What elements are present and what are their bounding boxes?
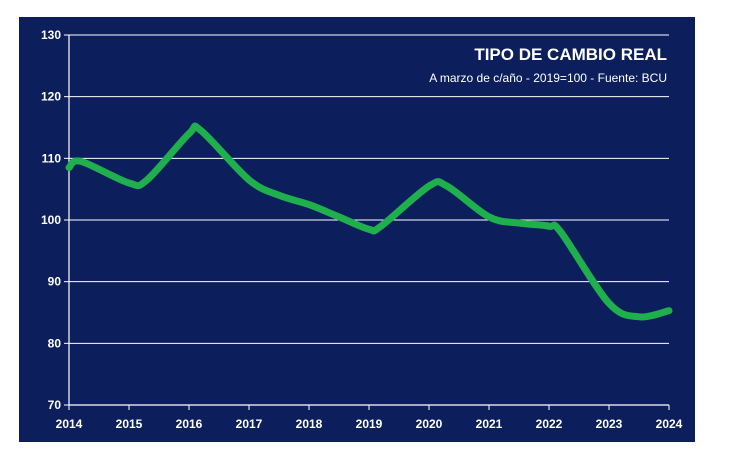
tipo-de-cambio-chart: 2014 2015 2016 2017 2018 2019 2020 2021 2022 2023… — [41, 28, 683, 431]
y-tick-label: 100 — [41, 213, 61, 227]
chart-area: 2014 2015 2016 2017 2018 2019 2020 2021 2022 2023… — [19, 17, 695, 442]
x-tick-label: 2014 — [56, 417, 83, 431]
y-tick-label: 120 — [41, 90, 61, 104]
x-tick-label: 2015 — [116, 417, 143, 431]
chart-subtitle: A marzo de c/año - 2019=100 - Fuente: BC… — [429, 71, 667, 85]
series-layer — [65, 122, 673, 321]
y-tick-label: 110 — [42, 151, 62, 165]
x-tick-label: 2020 — [416, 417, 443, 431]
series-line — [65, 122, 673, 321]
y-tick-labels: 70 80 90 100 110 120 130 — [41, 28, 61, 412]
y-tick-label: 80 — [48, 336, 62, 350]
y-tick-label: 90 — [48, 275, 62, 289]
x-tick-label: 2024 — [656, 417, 683, 431]
x-tick-label: 2016 — [176, 417, 203, 431]
chart-title: TIPO DE CAMBIO REAL — [474, 45, 667, 64]
x-tick-label: 2018 — [296, 417, 323, 431]
x-tick-label: 2022 — [536, 417, 563, 431]
y-tick-label: 70 — [48, 398, 62, 412]
x-tick-label: 2019 — [356, 417, 383, 431]
x-tick-label: 2017 — [236, 417, 263, 431]
x-tick-label: 2023 — [596, 417, 623, 431]
axes — [64, 34, 670, 410]
x-tick-labels: 2014 2015 2016 2017 2018 2019 2020 2021 2022 2023… — [56, 417, 683, 431]
x-tick-label: 2021 — [476, 417, 503, 431]
y-tick-label: 130 — [41, 28, 61, 42]
